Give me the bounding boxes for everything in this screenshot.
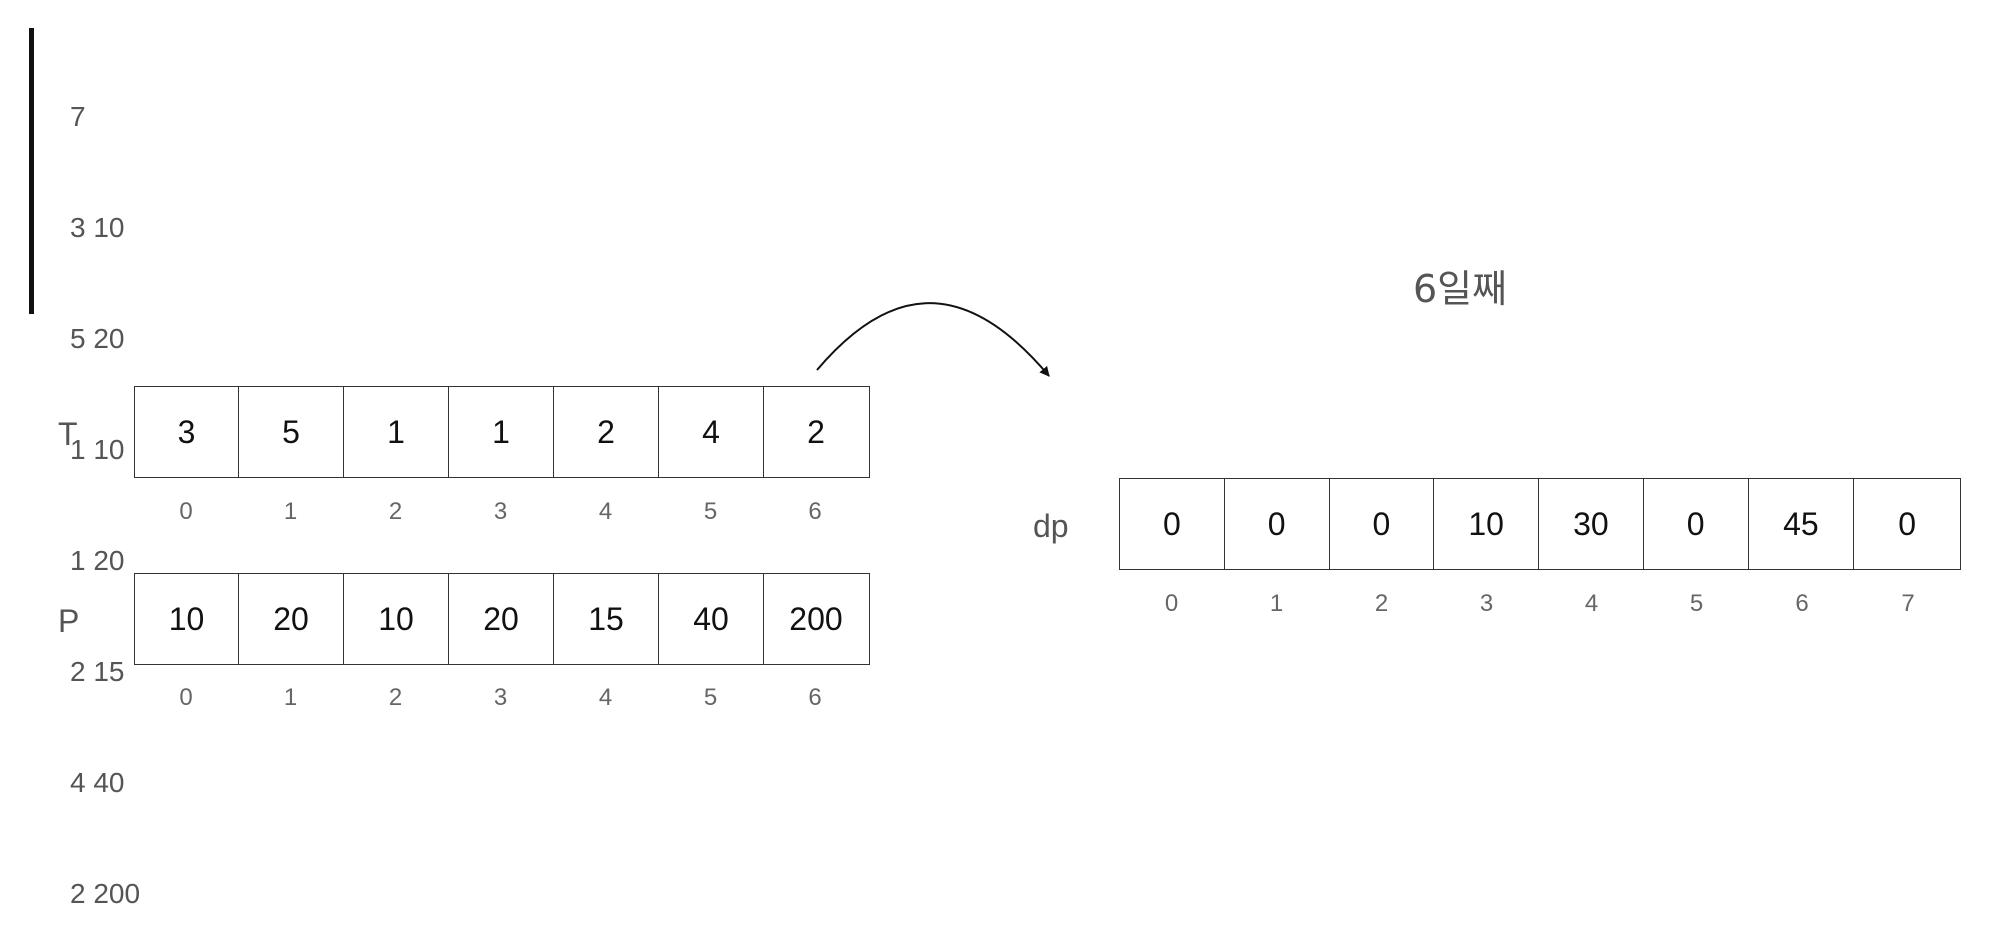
t-cell-1: 5 <box>239 387 344 477</box>
t-cell-5: 4 <box>659 387 764 477</box>
p-cell-2: 10 <box>344 574 449 664</box>
p-index: 2 <box>388 684 403 711</box>
p-index: 4 <box>598 684 613 711</box>
p-index: 6 <box>808 684 822 711</box>
t-index: 0 <box>179 498 193 525</box>
dp-index: 2 <box>1374 590 1389 617</box>
t-index: 4 <box>598 498 613 525</box>
t-cell-2: 1 <box>344 387 449 477</box>
p-array-label: P <box>58 603 80 639</box>
dp-cell-5: 0 <box>1644 479 1749 569</box>
t-index: 2 <box>388 498 403 525</box>
dp-index: 4 <box>1584 590 1599 617</box>
t-cell-3: 1 <box>449 387 554 477</box>
dp-cell-6: 45 <box>1749 479 1855 569</box>
p-cell-3: 20 <box>449 574 554 664</box>
t-index: 3 <box>493 498 508 525</box>
t-index: 1 <box>283 498 298 525</box>
arrow-path <box>816 302 1050 377</box>
input-line: 2 200 <box>70 878 141 909</box>
dp-index: 5 <box>1689 590 1704 617</box>
curved-arrow <box>816 302 1050 377</box>
dp-cell-3: 10 <box>1434 479 1539 569</box>
dp-array-label: dp <box>1033 508 1069 544</box>
input-quote-bar <box>29 28 34 314</box>
dp-index: 3 <box>1479 590 1494 617</box>
p-cell-5: 40 <box>659 574 764 664</box>
t-index: 5 <box>703 498 718 525</box>
t-cell-0: 3 <box>135 387 239 477</box>
day-title: 6일째 <box>1412 267 1508 311</box>
dp-index: 1 <box>1269 590 1284 617</box>
dp-cell-2: 0 <box>1330 479 1435 569</box>
input-line: 1 20 <box>70 545 125 576</box>
dp-array: 0 0 0 10 30 0 45 0 <box>1119 478 1961 570</box>
p-index: 3 <box>493 684 508 711</box>
dp-cell-0: 0 <box>1120 479 1225 569</box>
dp-cell-1: 0 <box>1225 479 1330 569</box>
p-index: 5 <box>703 684 718 711</box>
t-index: 6 <box>808 498 822 525</box>
dp-cell-7: 0 <box>1898 505 1917 542</box>
input-line: 1 10 <box>70 434 125 465</box>
p-index: 0 <box>179 684 193 711</box>
p-cell-4: 15 <box>554 574 659 664</box>
dp-indices: 0 1 2 3 4 5 6 7 <box>1119 590 1961 618</box>
dp-index: 0 <box>1164 590 1179 617</box>
input-line: 3 10 <box>70 212 125 243</box>
t-array-label: T <box>58 416 78 452</box>
p-index: 1 <box>283 684 298 711</box>
p-cell-0: 10 <box>135 574 239 664</box>
p-cell-6: 200 <box>789 600 843 637</box>
input-line: 4 40 <box>70 767 125 798</box>
dp-index: 6 <box>1795 590 1809 617</box>
dp-index: 7 <box>1901 590 1915 617</box>
t-cell-6: 2 <box>807 413 825 450</box>
input-line: 2 15 <box>70 656 125 687</box>
input-line: 5 20 <box>70 323 125 354</box>
p-cell-1: 20 <box>239 574 344 664</box>
dp-cell-4: 30 <box>1539 479 1644 569</box>
t-array: 3 5 1 1 2 4 2 <box>134 386 870 478</box>
input-line: 7 <box>70 101 86 132</box>
t-indices: 0 1 2 3 4 5 6 <box>134 498 870 526</box>
p-array: 10 20 10 20 15 40 200 <box>134 573 870 665</box>
t-cell-4: 2 <box>554 387 659 477</box>
p-indices: 0 1 2 3 4 5 6 <box>134 684 870 712</box>
